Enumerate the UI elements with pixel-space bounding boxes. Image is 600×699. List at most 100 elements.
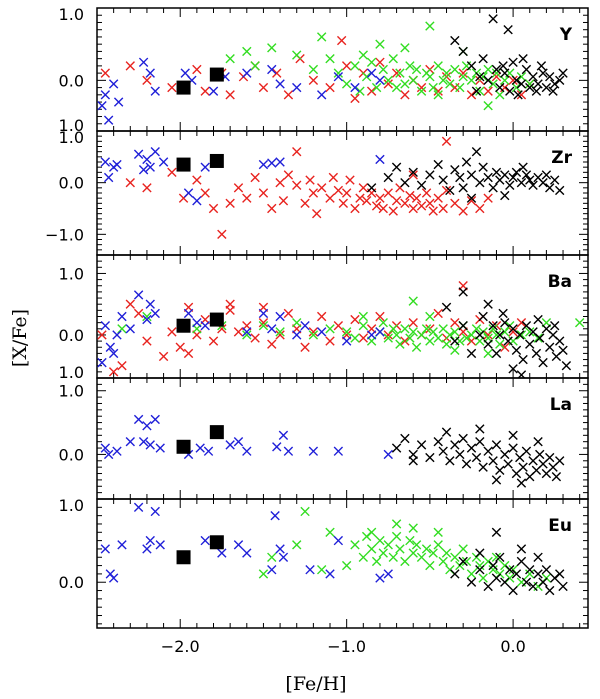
blue-point: [375, 154, 385, 165]
green-point: [275, 327, 285, 337]
black-point: [555, 75, 565, 86]
blue-point: [142, 544, 152, 554]
black-point: [408, 167, 418, 178]
green-point: [471, 324, 482, 334]
green-point: [445, 330, 455, 340]
blue-point: [375, 327, 385, 337]
blue-point: [267, 565, 277, 575]
y-tick-label: 1.0: [59, 128, 84, 147]
red-point: [441, 136, 452, 147]
green-point: [525, 327, 535, 337]
red-point: [375, 311, 385, 322]
red-point: [125, 177, 135, 188]
black-point: [545, 183, 555, 193]
blue-point: [117, 311, 127, 322]
black-point: [488, 14, 498, 24]
green-point: [416, 552, 427, 562]
black-point: [541, 170, 552, 180]
blue-point: [217, 548, 227, 558]
blue-point: [142, 421, 152, 431]
red-point: [158, 351, 169, 362]
x-axis-label: [Fe/H]: [285, 673, 346, 695]
black-point: [500, 68, 510, 78]
red-point: [433, 193, 443, 203]
panel-frame: [96, 130, 589, 256]
black-point: [471, 146, 482, 157]
green-point: [325, 324, 335, 334]
red-point: [108, 367, 119, 377]
square-point: [176, 80, 191, 95]
red-point: [225, 299, 235, 309]
blue-point: [97, 357, 107, 368]
black-point: [500, 190, 510, 201]
red-point: [325, 193, 335, 203]
black-point: [391, 443, 402, 453]
y-tick-label: 1.0: [59, 264, 84, 283]
blue-point: [155, 540, 165, 550]
red-point: [361, 196, 372, 206]
green-point: [525, 569, 535, 579]
blue-point: [133, 502, 144, 513]
blue-point: [283, 446, 294, 456]
green-point: [421, 544, 432, 554]
green-point: [495, 90, 505, 100]
green-point: [250, 61, 260, 71]
red-point: [450, 317, 460, 328]
red-point: [483, 193, 493, 203]
black-point: [536, 61, 547, 71]
green-point: [466, 330, 477, 340]
blue-point: [308, 446, 319, 456]
blue-point: [112, 159, 122, 170]
red-point: [391, 196, 402, 206]
black-point: [505, 86, 515, 96]
green-point: [391, 531, 402, 542]
red-point: [416, 201, 427, 211]
green-point: [225, 53, 235, 64]
blue-point: [317, 327, 327, 337]
green-point: [441, 548, 452, 558]
blue-point: [275, 79, 285, 89]
green-point: [500, 75, 510, 86]
blue-point: [267, 324, 277, 334]
blue-point: [103, 115, 114, 125]
red-point: [405, 190, 415, 201]
red-point: [400, 198, 410, 209]
green-point: [411, 342, 422, 352]
blue-point: [333, 535, 344, 546]
square-point: [176, 550, 191, 565]
green-point: [491, 552, 502, 562]
green-point: [395, 339, 405, 349]
green-point: [383, 540, 393, 550]
blue-point: [100, 321, 111, 331]
green-point: [350, 61, 360, 71]
black-point: [525, 339, 535, 349]
black-point: [458, 183, 468, 193]
red-point: [283, 308, 294, 319]
red-point: [341, 61, 352, 71]
black-point: [491, 348, 502, 359]
blue-point: [375, 573, 385, 583]
blue-point: [292, 330, 302, 340]
black-point: [555, 336, 565, 346]
panel-ba: 1.0 0.0 1.0 Ba: [59, 254, 589, 382]
black-point: [495, 82, 505, 93]
blue-point: [350, 82, 360, 93]
green-point: [433, 90, 443, 100]
green-point: [428, 327, 438, 337]
panel-frame: [96, 254, 589, 379]
red-point: [300, 198, 310, 209]
green-point: [350, 540, 360, 550]
blue-point: [138, 436, 149, 447]
green-point: [495, 339, 505, 349]
green-point: [491, 330, 502, 340]
black-point: [458, 46, 468, 57]
green-point: [388, 53, 398, 64]
green-point: [366, 527, 377, 537]
blue-point: [267, 158, 277, 168]
black-point: [495, 552, 505, 562]
black-point: [545, 342, 555, 352]
blue-point: [270, 510, 280, 521]
red-point: [275, 177, 285, 188]
red-point: [317, 183, 327, 193]
red-point: [383, 79, 393, 89]
